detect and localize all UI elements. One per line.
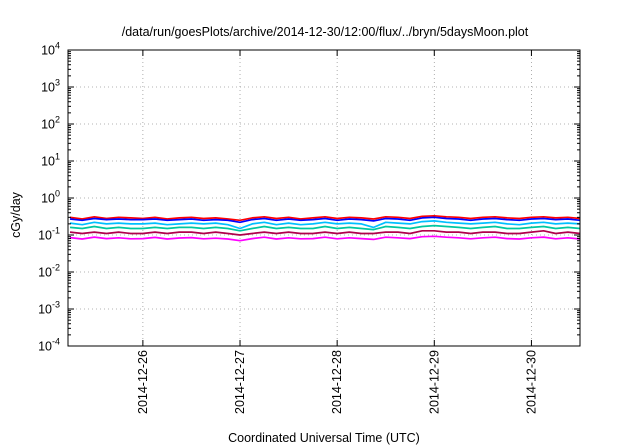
- series-line-2: [69, 216, 581, 224]
- chart-title: /data/run/goesPlots/archive/2014-12-30/1…: [122, 25, 529, 39]
- y-tick-label: 102: [41, 115, 60, 132]
- y-tick-base: 10: [41, 81, 55, 95]
- y-tick-base: 10: [38, 303, 52, 317]
- y-tick-exponent: -4: [52, 337, 60, 347]
- y-tick-base: 10: [41, 118, 55, 132]
- x-tick-labels: 2014-12-26 2014-12-27 2014-12-28 2014-12-29…: [136, 350, 539, 414]
- x-tick-label: 2014-12-27: [233, 350, 247, 414]
- series-line-5: [69, 229, 581, 236]
- y-tick-label: 101: [41, 152, 60, 169]
- tick-marks: [68, 49, 580, 347]
- y-tick-exponent: -2: [52, 263, 60, 273]
- x-tick-label: 2014-12-30: [524, 350, 538, 414]
- x-tick-label: 2014-12-28: [330, 350, 344, 414]
- series-line-6: [69, 235, 581, 242]
- y-tick-exponent: -1: [52, 226, 60, 236]
- y-tick-label: 10-4: [38, 337, 60, 354]
- series-line-4: [69, 224, 581, 232]
- y-tick-base: 10: [41, 192, 55, 206]
- y-tick-exponent: 0: [55, 189, 60, 199]
- y-tick-exponent: 2: [55, 115, 60, 125]
- y-tick-base: 10: [38, 340, 52, 354]
- y-axis-label: cGy/day: [9, 191, 23, 238]
- y-tick-label: 10-1: [38, 226, 60, 243]
- y-tick-label: 100: [41, 189, 60, 206]
- y-tick-label: 10-3: [38, 300, 60, 317]
- y-tick-exponent: 4: [55, 41, 60, 51]
- series-line-3: [69, 220, 581, 230]
- y-tick-label: 103: [41, 78, 60, 95]
- x-axis-label: Coordinated Universal Time (UTC): [228, 431, 420, 445]
- y-tick-exponent: -3: [52, 300, 60, 310]
- y-tick-exponent: 1: [55, 152, 60, 162]
- y-tick-label: 104: [41, 41, 60, 58]
- y-tick-exponent: 3: [55, 78, 60, 88]
- y-tick-label: 10-2: [38, 263, 60, 280]
- series-line-1: [69, 214, 581, 222]
- x-tick-label: 2014-12-29: [427, 350, 441, 414]
- y-tick-base: 10: [41, 155, 55, 169]
- series-group: [69, 214, 581, 242]
- y-tick-base: 10: [38, 229, 52, 243]
- x-tick-label: 2014-12-26: [136, 350, 150, 414]
- y-tick-base: 10: [38, 266, 52, 280]
- grid-lines: [68, 50, 580, 346]
- y-tick-base: 10: [41, 44, 55, 58]
